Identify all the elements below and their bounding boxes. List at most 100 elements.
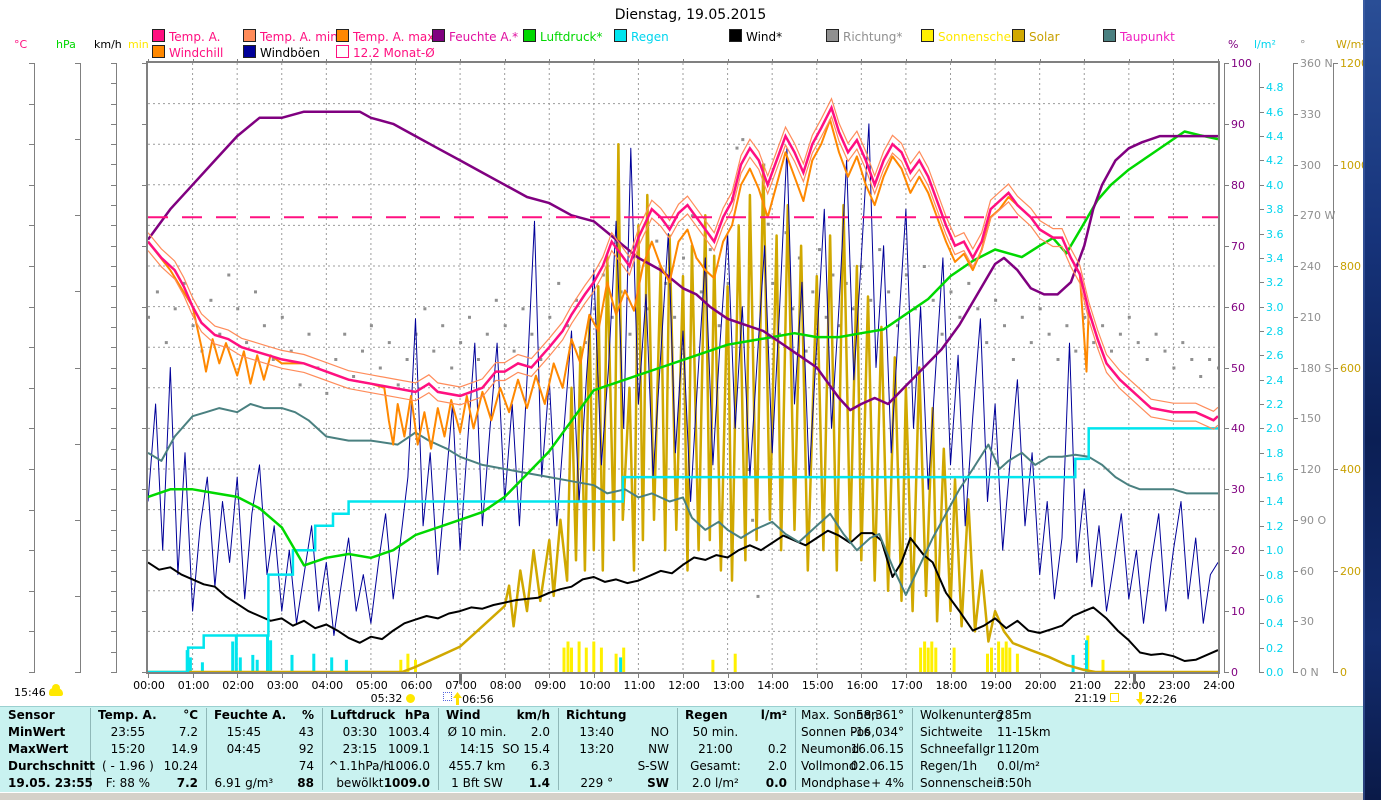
x-tick: [549, 674, 551, 678]
dir-dot: [566, 324, 570, 328]
axis-tick: [1224, 306, 1229, 308]
dir-dot: [1163, 349, 1167, 353]
dir-dot: [655, 239, 659, 243]
dir-dot: [896, 324, 899, 328]
dir-dot: [191, 324, 195, 328]
tick-label: 3.8: [1266, 203, 1284, 217]
axis-tick: [1259, 355, 1264, 357]
tick-label: 0: [1231, 666, 1238, 679]
axis-tick: [1259, 209, 1264, 211]
dir-dot: [1217, 366, 1218, 370]
axis-tick: [29, 550, 34, 552]
legend-swatch-open: [336, 45, 349, 58]
arrow-down-icon: [1136, 692, 1146, 705]
dir-dot: [994, 298, 998, 302]
dotted-box-icon: [443, 692, 453, 701]
dir-dot: [904, 273, 908, 277]
axis-tick: [29, 103, 34, 105]
dir-dot: [1127, 315, 1131, 319]
axis-tick: [1333, 367, 1338, 369]
table-row-label: 19.05. 23:55: [8, 776, 93, 790]
dir-dot: [887, 290, 891, 294]
dir-dot: [387, 341, 391, 345]
axis-tick: [75, 139, 80, 141]
table-cell-left: F: 88 %: [105, 776, 151, 790]
x-tick-top: [638, 59, 640, 63]
axis-tick: [29, 631, 34, 633]
tick-label: 210: [1300, 310, 1321, 324]
axis-tick: [75, 215, 80, 217]
dir-dot: [741, 138, 745, 142]
dir-dot: [173, 307, 177, 311]
dir-dot: [396, 383, 400, 387]
x-tick-top: [326, 59, 328, 63]
dir-dot: [771, 281, 775, 285]
tick-label: 40: [1231, 422, 1245, 436]
x-tick-label: 06:00: [400, 679, 433, 692]
dir-dot: [548, 315, 552, 319]
axis-tick: [1293, 164, 1298, 166]
dir-dot: [468, 315, 471, 319]
axis-tick: [1259, 306, 1264, 308]
moon-corner-time: 15:46: [14, 684, 64, 699]
sun-below-horizon-icon: [1109, 693, 1119, 702]
axis-tick: [1333, 570, 1338, 572]
tick-label: 240: [1300, 260, 1321, 273]
tick-label: 30: [1231, 483, 1245, 497]
table-separator: [438, 708, 439, 790]
tick-label: 270 W: [1300, 209, 1336, 223]
table-cell-value: 2.0: [530, 725, 550, 739]
axis-tick: [29, 225, 34, 227]
sun-icon: [405, 694, 415, 703]
axis-tick: [1333, 63, 1338, 64]
x-tick: [905, 674, 907, 678]
dir-dot: [628, 332, 632, 336]
legend-swatch: [1103, 29, 1116, 42]
table-cell-left: 04:45: [226, 742, 262, 756]
dir-dot: [1047, 332, 1051, 336]
dir-dot: [860, 265, 864, 268]
axis-tick: [1259, 111, 1264, 113]
dir-dot: [673, 315, 677, 319]
x-tick-label: 24:00: [1203, 679, 1235, 692]
axis-tick: [111, 408, 116, 410]
tick-label: 4.2: [1266, 154, 1284, 168]
tick-label: 600: [1340, 361, 1361, 375]
table-col-unit: %: [301, 708, 314, 722]
axis-tick: [111, 205, 116, 207]
axis-tick: [1259, 233, 1264, 235]
dir-dot: [441, 324, 445, 328]
legend-item-1-5: Regen: [614, 29, 669, 44]
axis-tick: [1293, 266, 1298, 267]
dir-dot: [352, 375, 356, 378]
axis-tick: [111, 489, 116, 491]
x-tick-label: 09:00: [534, 679, 567, 692]
axis-tick: [111, 245, 116, 247]
tick-label: 80: [1231, 178, 1245, 192]
dir-dot: [967, 281, 971, 285]
table-cell-value: [677, 724, 787, 741]
legend-swatch: [1012, 29, 1025, 42]
sunset-marker: 21:19: [1074, 692, 1119, 705]
axis-tick: [111, 306, 116, 308]
x-tick-label: 14:00: [757, 679, 789, 692]
table-separator: [795, 708, 796, 790]
dir-dot: [869, 298, 873, 302]
dir-dot: [708, 248, 712, 252]
table-cell-value: NW: [648, 742, 669, 756]
x-tick: [593, 674, 595, 678]
moonset-marker: 22:26: [1136, 692, 1177, 706]
page-title: Dienstag, 19.05.2015: [614, 7, 767, 23]
axis-tick: [29, 590, 34, 592]
axis-tick: [142, 123, 147, 125]
table-cell-left: Ø 10 min.: [447, 725, 507, 739]
table-cell-left: 2.0 l/m²: [692, 776, 739, 790]
table-cell-left: 13:20: [579, 742, 615, 756]
tick-label: 300: [1300, 158, 1321, 172]
tick-label: 4.6: [1266, 105, 1284, 119]
table-row-label: MaxWert: [8, 742, 69, 756]
legend-swatch: [336, 29, 349, 42]
dir-dot: [699, 290, 703, 294]
axis-tick: [1259, 598, 1264, 600]
